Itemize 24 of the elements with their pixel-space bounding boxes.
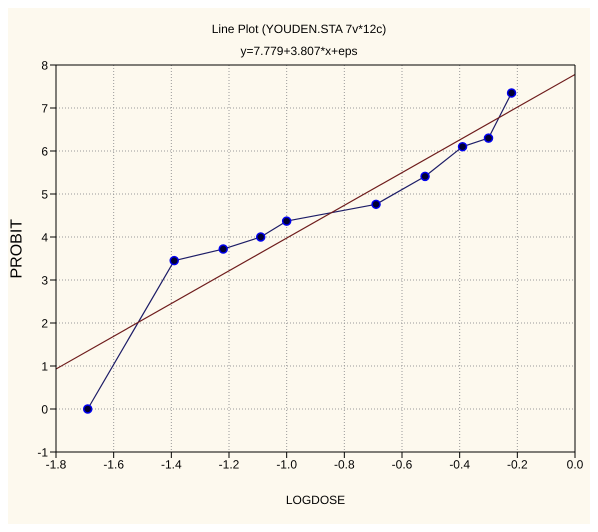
y-tick-label: 8 — [41, 58, 48, 72]
y-tick-label: -1 — [37, 445, 48, 460]
x-tick-label: -1.6 — [103, 458, 124, 472]
y-tick-label: 7 — [41, 101, 48, 116]
y-axis-title: PROBIT — [8, 218, 26, 278]
x-axis-title: LOGDOSE — [286, 493, 346, 507]
x-tick-label: -0.8 — [334, 458, 355, 472]
x-tick-label: -1.8 — [46, 458, 67, 472]
chart-subtitle: y=7.779+3.807*x+eps — [239, 44, 359, 58]
y-tick-label: 1 — [41, 359, 48, 374]
x-tick-label: -0.6 — [392, 458, 413, 472]
chart-title: Line Plot (YOUDEN.STA 7v*12c) — [210, 22, 388, 36]
y-tick-label: 6 — [41, 144, 48, 158]
y-tick-label: 3 — [41, 273, 48, 288]
x-tick-label: -0.4 — [449, 458, 470, 472]
x-tick-label: -1.4 — [160, 458, 182, 472]
x-tick-label: 0.0 — [566, 458, 584, 472]
x-tick-label: -0.2 — [506, 458, 528, 472]
y-tick-label: 2 — [41, 316, 48, 330]
x-tick-label: -1.0 — [276, 458, 298, 472]
y-tick-label: 5 — [41, 187, 48, 202]
y-tick-label: 0 — [41, 402, 48, 416]
y-tick-label: 4 — [41, 230, 48, 244]
x-tick-label: -1.2 — [218, 458, 240, 472]
